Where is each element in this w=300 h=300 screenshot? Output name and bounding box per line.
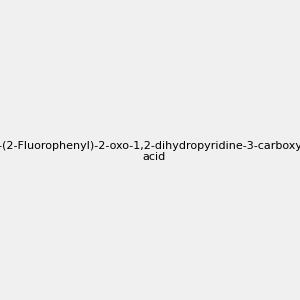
Text: 1-(2-Fluorophenyl)-2-oxo-1,2-dihydropyridine-3-carboxylic acid: 1-(2-Fluorophenyl)-2-oxo-1,2-dihydropyri… <box>0 141 300 162</box>
